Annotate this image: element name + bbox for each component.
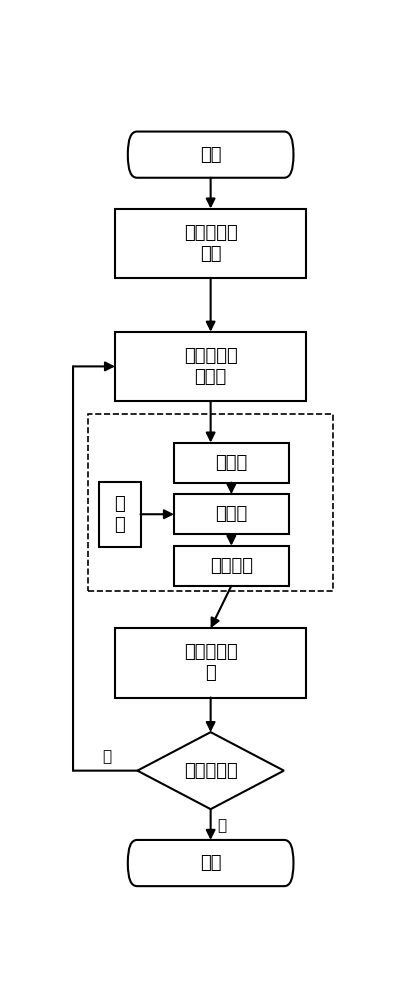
Text: 反模糊化: 反模糊化: [210, 557, 253, 575]
Bar: [88, 414, 333, 591]
Polygon shape: [137, 732, 284, 809]
Text: 电火花加工
开始: 电火花加工 开始: [184, 224, 238, 263]
Bar: [115, 628, 306, 698]
Bar: [115, 332, 306, 401]
Bar: [174, 494, 289, 534]
FancyBboxPatch shape: [128, 132, 293, 178]
Text: 结束: 结束: [200, 854, 222, 872]
FancyBboxPatch shape: [128, 840, 293, 886]
Text: 推理机: 推理机: [215, 505, 247, 523]
Text: 开始: 开始: [200, 146, 222, 164]
Bar: [99, 482, 141, 547]
Bar: [115, 209, 306, 278]
Text: 规
则: 规 则: [115, 495, 125, 534]
Bar: [174, 443, 289, 483]
Text: 修改加工参
数: 修改加工参 数: [184, 643, 238, 682]
Text: 否: 否: [103, 749, 112, 764]
Text: 放电状态监
测模块: 放电状态监 测模块: [184, 347, 238, 386]
Text: 加工完成？: 加工完成？: [184, 762, 238, 780]
Bar: [174, 546, 289, 586]
Text: 模糊化: 模糊化: [215, 454, 247, 472]
Text: 是: 是: [217, 819, 226, 834]
